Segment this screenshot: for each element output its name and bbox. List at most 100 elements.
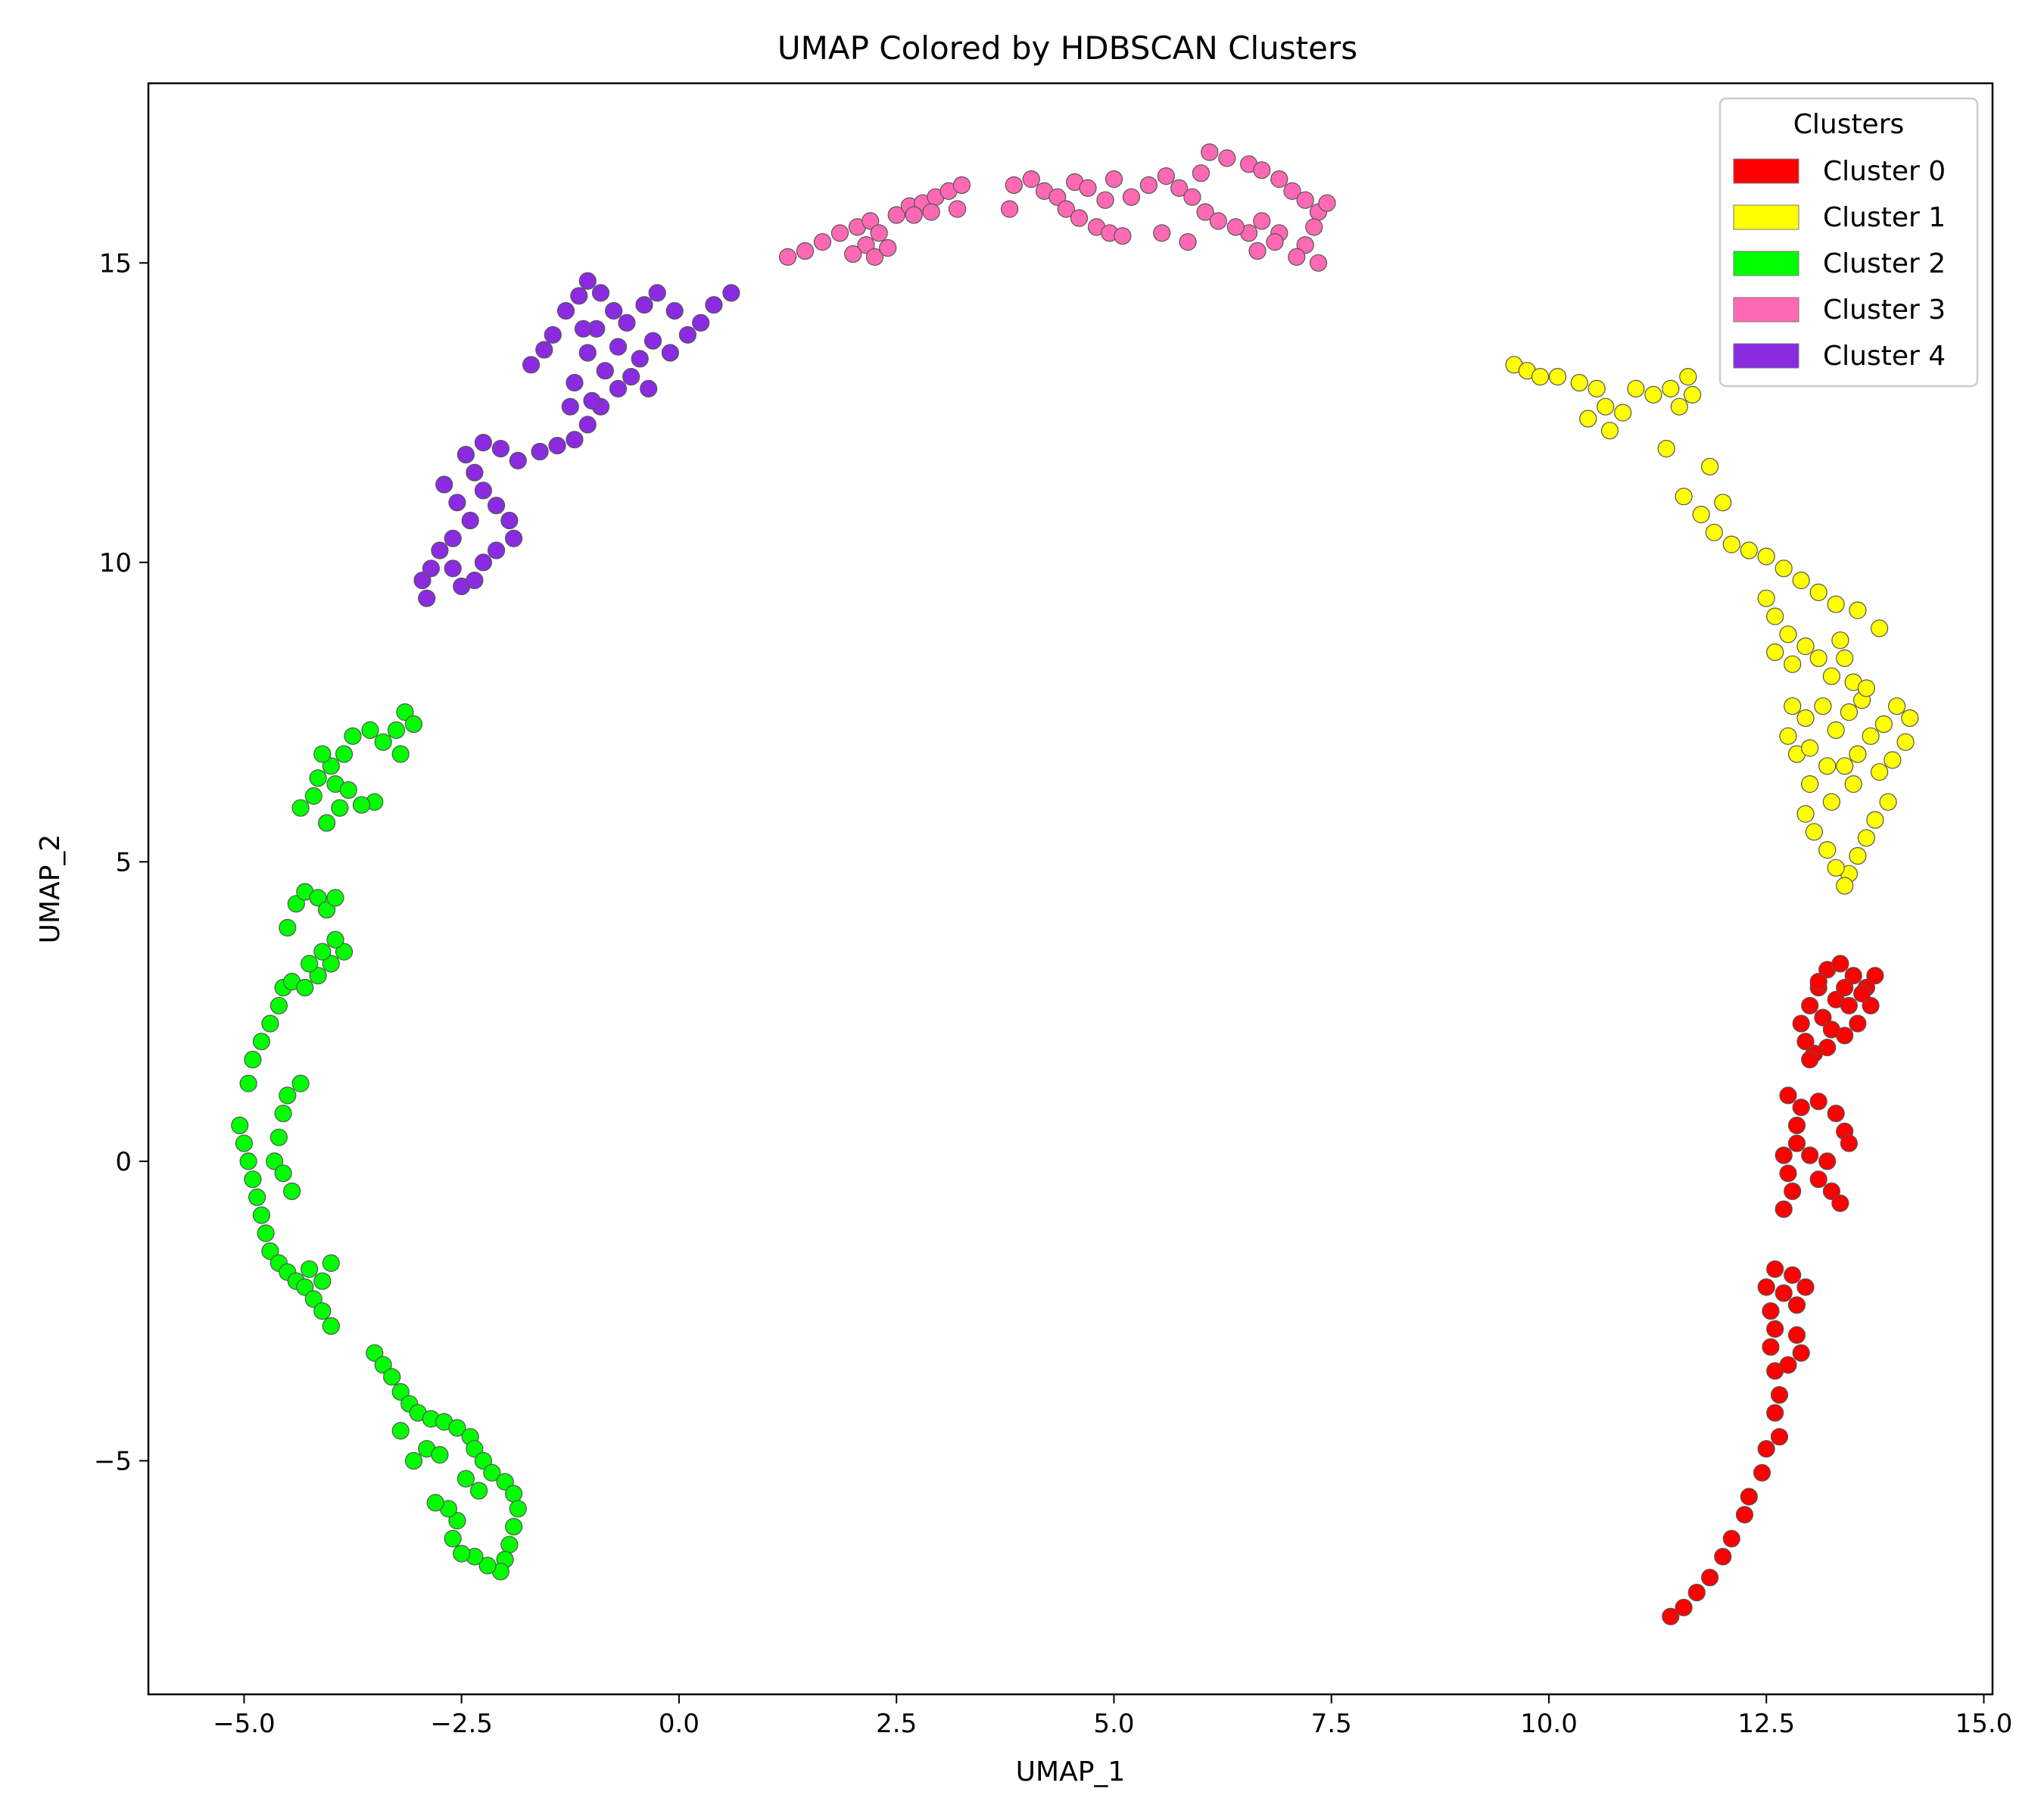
cluster-1-point [1570, 373, 1588, 392]
cluster-0-point [1801, 996, 1819, 1014]
cluster-1-point [1884, 751, 1902, 769]
cluster-3-point [796, 242, 815, 260]
cluster-3-point [1079, 179, 1097, 197]
cluster-0-point [1787, 1116, 1806, 1135]
cluster-2-point [279, 918, 297, 937]
cluster-1-point [1827, 595, 1845, 613]
cluster-2-point [448, 1511, 466, 1530]
legend-label: Cluster 3 [1823, 295, 1946, 326]
cluster-4-point [466, 463, 484, 482]
cluster-2-point [296, 1278, 314, 1296]
cluster-1-point [1774, 559, 1793, 578]
cluster-2-point [291, 799, 310, 817]
cluster-2-point [431, 1445, 449, 1464]
y-axis-label: UMAP_2 [35, 834, 66, 944]
cluster-2-point [301, 955, 319, 973]
cluster-1-point [1766, 643, 1784, 662]
cluster-3-point [1305, 218, 1323, 236]
cluster-1-point [1779, 625, 1797, 644]
cluster-1-point [1849, 846, 1867, 865]
cluster-2-point [304, 787, 322, 806]
cluster-3-point [1114, 227, 1132, 245]
cluster-1-point [1784, 655, 1802, 673]
cluster-0-point [1801, 1146, 1819, 1164]
cluster-1-point [1705, 523, 1723, 541]
legend-swatch [1733, 343, 1799, 369]
cluster-2-point [301, 1260, 319, 1278]
legend-label: Cluster 0 [1823, 156, 1946, 187]
cluster-1-point [1871, 763, 1889, 781]
cluster-4-point [631, 350, 649, 368]
cluster-2-point [266, 1152, 284, 1170]
y-tick-label: −5 [94, 1446, 132, 1476]
cluster-3-point [1000, 200, 1019, 218]
cluster-1-point [1814, 697, 1832, 715]
cluster-0-point [1787, 1296, 1806, 1314]
cluster-1-point [1757, 547, 1775, 566]
cluster-0-point [1840, 996, 1858, 1014]
cluster-0-point [1809, 1092, 1827, 1111]
cluster-2-point [344, 727, 362, 745]
cluster-2-point [352, 796, 371, 814]
cluster-2-point [387, 721, 406, 740]
cluster-3-point [1226, 218, 1245, 236]
cluster-1-point [1836, 649, 1854, 668]
cluster-2-point [313, 1302, 332, 1320]
cluster-2-point [391, 1422, 410, 1440]
cluster-2-point [283, 1182, 301, 1201]
cluster-4-point [566, 373, 584, 392]
cluster-4-point [583, 391, 601, 410]
cluster-4-point [413, 571, 432, 590]
cluster-1-point [1548, 368, 1567, 386]
cluster-3-point [1070, 209, 1089, 227]
cluster-4-point [556, 302, 575, 320]
cluster-1-point [1818, 840, 1837, 859]
cluster-3-point [1248, 242, 1267, 260]
cluster-3-point [870, 224, 888, 242]
cluster-2-point [239, 1152, 257, 1170]
cluster-0-point [1822, 1182, 1840, 1201]
cluster-2-point [448, 1419, 466, 1437]
cluster-3-point [948, 200, 967, 218]
cluster-1-point [1662, 379, 1680, 398]
cluster-4-point [531, 442, 549, 461]
cluster-2-point [231, 1116, 249, 1135]
cluster-2-point [504, 1485, 523, 1503]
cluster-3-point [1296, 191, 1314, 209]
cluster-1-point [1822, 667, 1840, 685]
cluster-2-point [374, 733, 392, 751]
cluster-2-point [404, 715, 423, 734]
cluster-0-point [1779, 1164, 1797, 1183]
cluster-4-point [448, 494, 466, 512]
x-tick-label: −2.5 [430, 1709, 493, 1739]
cluster-4-point [661, 344, 680, 362]
x-tick-label: 15.0 [1955, 1709, 2013, 1739]
legend-label: Cluster 2 [1823, 248, 1946, 279]
cluster-2-point [404, 1451, 423, 1470]
cluster-1-point [1679, 368, 1697, 386]
cluster-1-point [1844, 774, 1862, 793]
cluster-4-point [648, 284, 666, 302]
cluster-4-point [566, 431, 584, 449]
cluster-0-point [1787, 1326, 1806, 1345]
cluster-2-point [296, 978, 314, 997]
cluster-2-point [309, 889, 327, 907]
cluster-2-point [496, 1473, 514, 1491]
cluster-1-point [1701, 457, 1719, 475]
cluster-3-point [1270, 170, 1288, 189]
cluster-1-point [1675, 488, 1693, 506]
cluster-2-point [509, 1500, 527, 1518]
cluster-4-point [535, 341, 553, 359]
cluster-2-point [335, 943, 354, 961]
cluster-1-point [1627, 379, 1645, 398]
cluster-2-point [252, 1206, 270, 1224]
cluster-0-point [1779, 1356, 1797, 1374]
cluster-0-point [1784, 1182, 1802, 1201]
x-tick-label: −5.0 [213, 1709, 276, 1739]
cluster-3-point [1192, 164, 1211, 182]
cluster-3-point [1005, 176, 1023, 195]
cluster-2-point [309, 769, 327, 787]
cluster-1-point [1644, 385, 1662, 404]
